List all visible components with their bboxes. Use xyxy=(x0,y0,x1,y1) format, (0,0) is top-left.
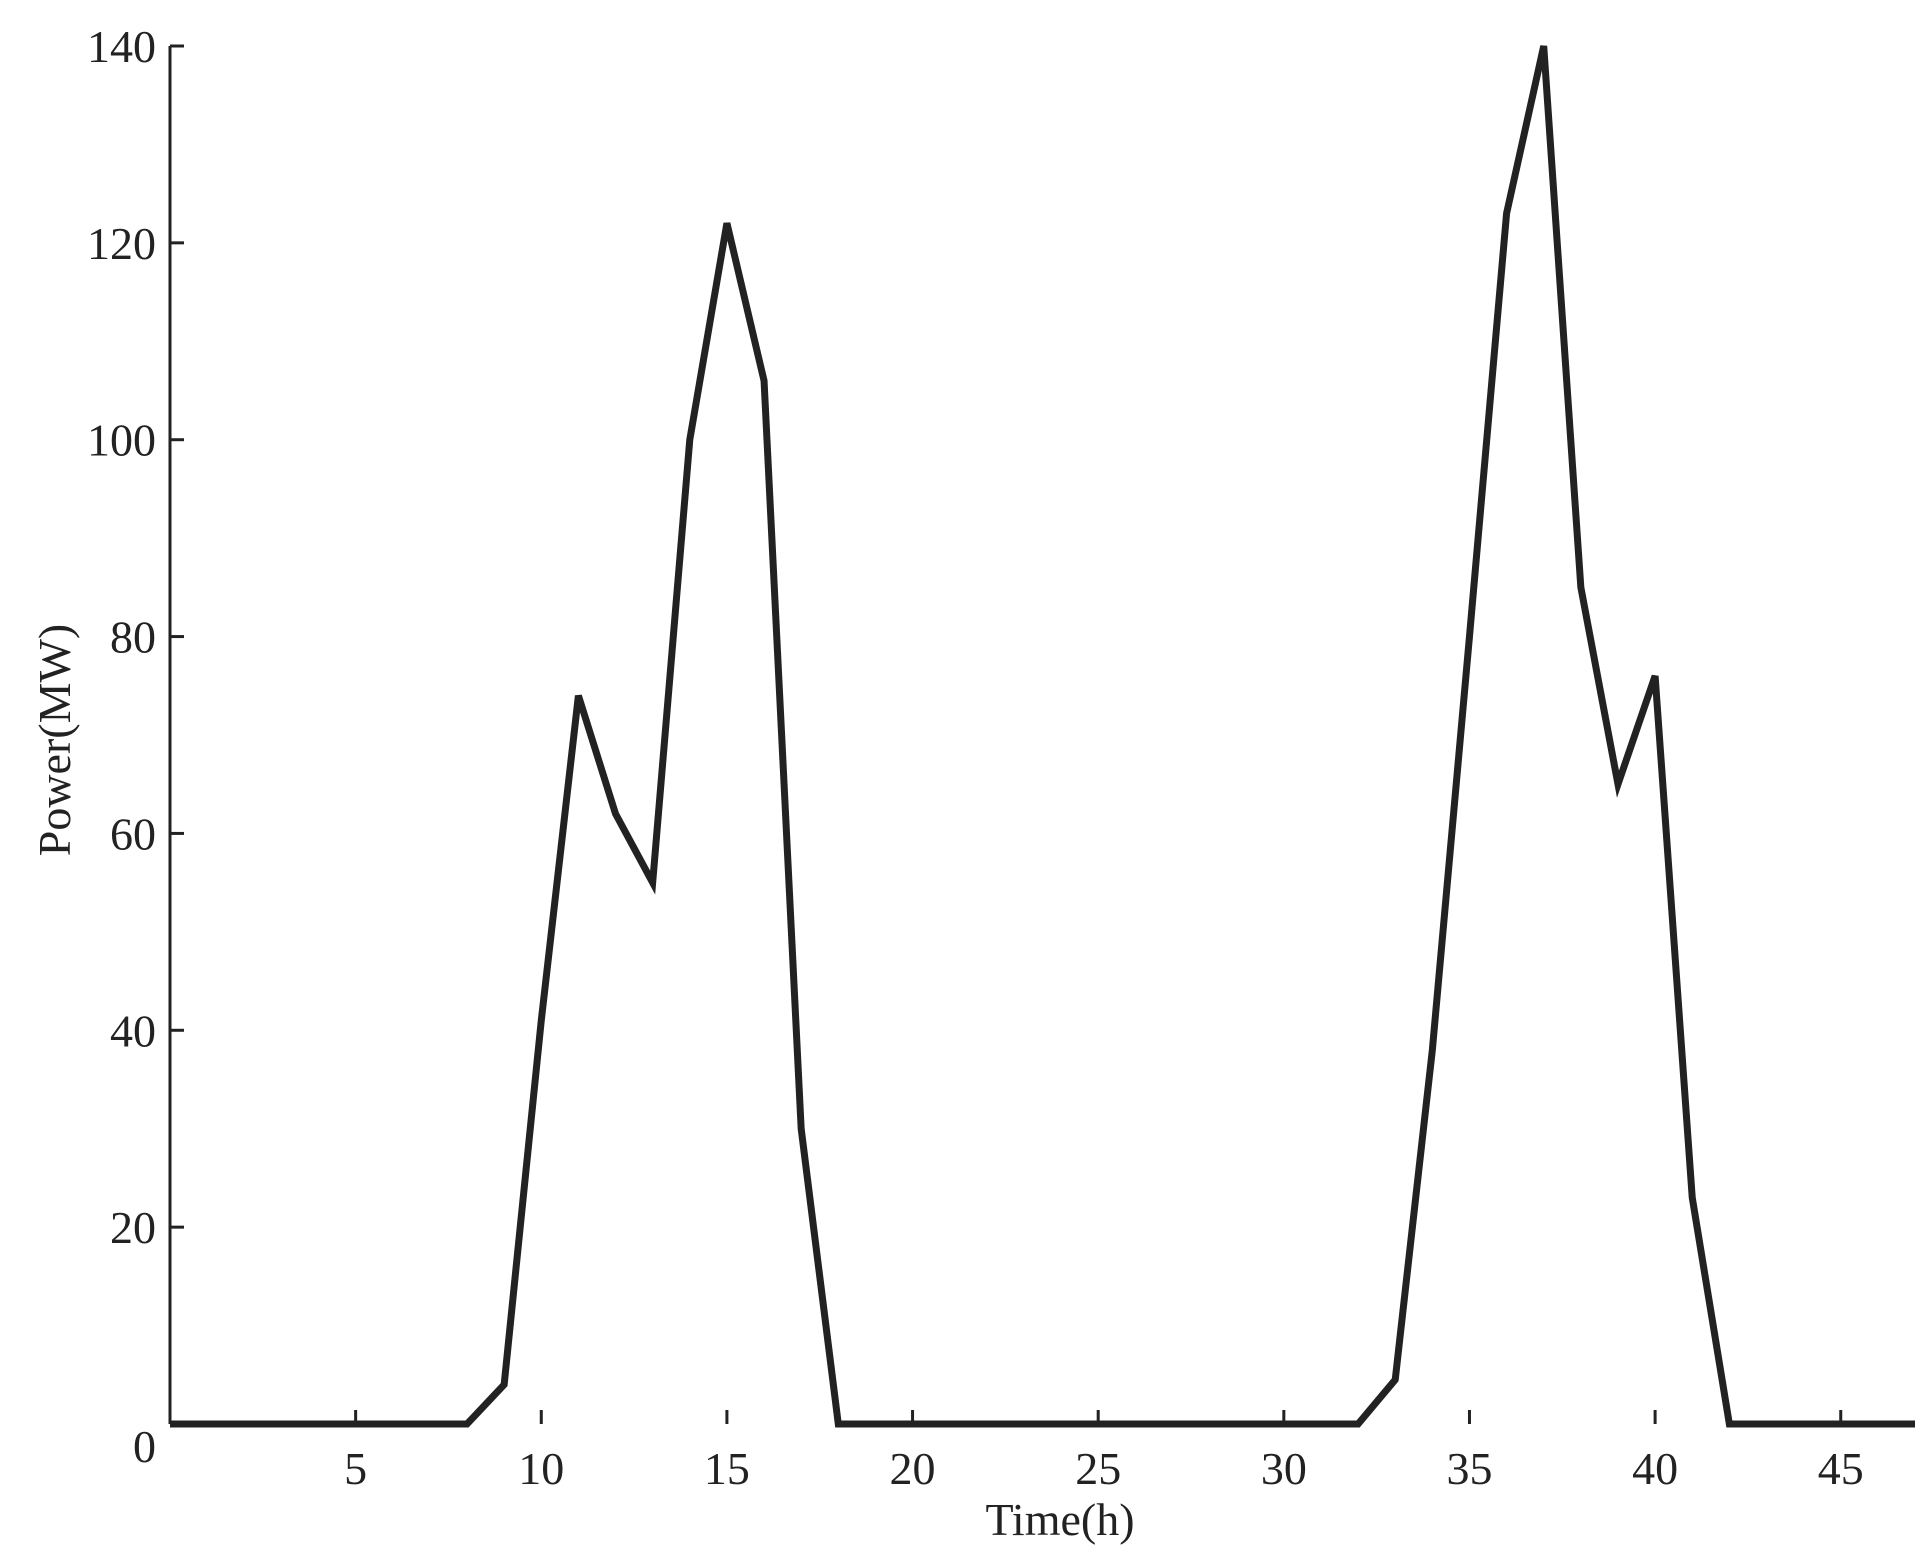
y-tick-label: 0 xyxy=(133,1421,156,1472)
y-tick-label: 60 xyxy=(110,808,156,859)
x-tick-label: 20 xyxy=(890,1443,936,1494)
y-tick-label: 80 xyxy=(110,612,156,663)
x-tick-label: 30 xyxy=(1261,1443,1307,1494)
y-tick-label: 100 xyxy=(87,415,156,466)
y-tick-label: 20 xyxy=(110,1202,156,1253)
x-tick-label: 40 xyxy=(1632,1443,1678,1494)
x-tick-label: 25 xyxy=(1075,1443,1121,1494)
data-line xyxy=(170,45,1915,1428)
x-tick-label: 15 xyxy=(704,1443,750,1494)
y-axis-label: Power(MW) xyxy=(29,624,80,857)
x-axis-label: Time(h) xyxy=(985,1494,1134,1545)
x-tick-label: 45 xyxy=(1818,1443,1864,1494)
y-tick-label: 140 xyxy=(87,21,156,72)
y-tick-label: 120 xyxy=(87,218,156,269)
x-tick-label: 10 xyxy=(518,1443,564,1494)
y-tick-label: 40 xyxy=(110,1005,156,1056)
x-tick-label: 5 xyxy=(344,1443,367,1494)
x-tick-label: 35 xyxy=(1446,1443,1492,1494)
